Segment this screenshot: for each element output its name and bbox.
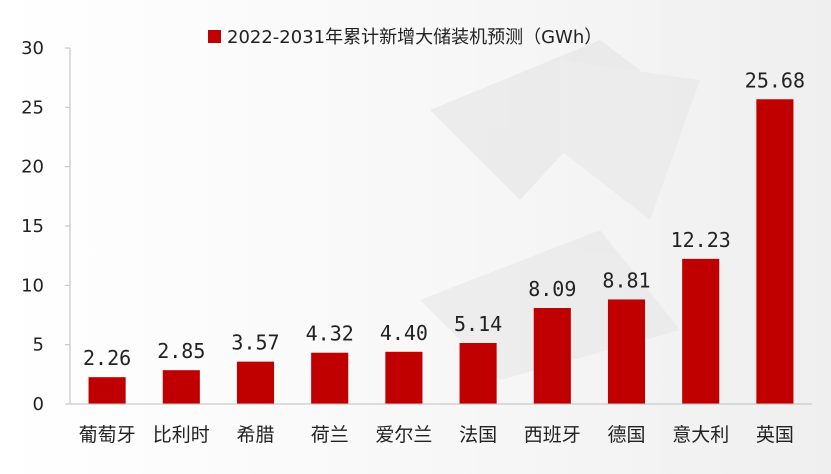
legend-swatch bbox=[208, 30, 221, 43]
data-label: 4.32 bbox=[306, 322, 354, 346]
bar bbox=[682, 258, 720, 404]
bar bbox=[311, 352, 349, 404]
y-tick-label: 30 bbox=[21, 38, 44, 59]
x-tick-label: 德国 bbox=[607, 424, 645, 446]
bar bbox=[236, 361, 275, 404]
data-label: 2.85 bbox=[157, 339, 205, 363]
data-labels: 2.26 2.85 3.57 4.32 4.40 5.14 8.09 8.81 12.23 25.… bbox=[83, 68, 805, 370]
bar bbox=[756, 99, 794, 404]
legend-label: 2022-2031年累计新增大储装机预测（GWh） bbox=[227, 27, 602, 48]
y-tick-label: 5 bbox=[33, 335, 44, 356]
x-tick-label: 比利时 bbox=[153, 424, 210, 446]
data-label: 2.26 bbox=[83, 346, 131, 370]
data-label: 12.23 bbox=[671, 228, 731, 252]
x-tick-label: 葡萄牙 bbox=[79, 424, 136, 446]
y-tick-label: 20 bbox=[21, 157, 44, 178]
bar bbox=[459, 343, 497, 404]
bar bbox=[162, 370, 200, 404]
bar bbox=[385, 351, 423, 404]
bar bbox=[533, 307, 571, 404]
y-axis: 0 5 10 15 20 25 30 bbox=[21, 38, 71, 415]
x-tick-label: 希腊 bbox=[236, 424, 274, 446]
data-label: 25.68 bbox=[745, 68, 805, 92]
data-label: 8.09 bbox=[528, 277, 576, 301]
bars bbox=[88, 99, 794, 404]
data-label: 4.40 bbox=[380, 321, 428, 345]
x-tick-label: 爱尔兰 bbox=[375, 424, 432, 446]
y-tick-label: 15 bbox=[21, 216, 44, 237]
x-tick-label: 荷兰 bbox=[311, 424, 349, 446]
x-axis: 葡萄牙 比利时 希腊 荷兰 爱尔兰 法国 西班牙 德国 意大利 英国 bbox=[70, 403, 812, 446]
x-tick-label: 法国 bbox=[459, 424, 497, 446]
x-tick-label: 意大利 bbox=[672, 424, 729, 446]
y-tick-label: 10 bbox=[21, 275, 44, 296]
legend: 2022-2031年累计新增大储装机预测（GWh） bbox=[208, 27, 602, 48]
bar bbox=[88, 377, 126, 404]
data-label: 3.57 bbox=[231, 331, 279, 355]
data-label: 5.14 bbox=[454, 312, 502, 336]
x-tick-label: 英国 bbox=[756, 424, 794, 446]
x-tick-label: 西班牙 bbox=[524, 424, 581, 446]
y-tick-label: 25 bbox=[21, 97, 44, 118]
bar bbox=[607, 299, 646, 404]
y-tick-label: 0 bbox=[33, 394, 44, 415]
data-label: 8.81 bbox=[602, 268, 650, 292]
